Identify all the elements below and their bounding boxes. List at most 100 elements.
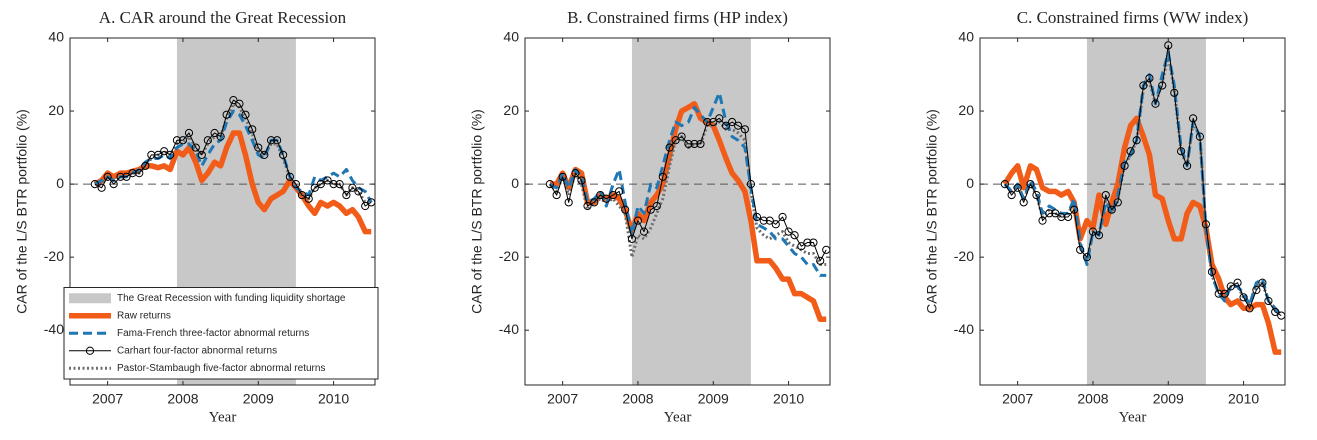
data-point (1271, 307, 1280, 317)
data-point (210, 128, 219, 138)
data-point (1145, 74, 1154, 83)
y-axis-label: CAR of the L/S BTR portfolio (%) (14, 109, 30, 314)
data-point (172, 136, 182, 145)
x-tick-label: 2008 (167, 391, 198, 407)
data-point (809, 238, 818, 247)
legend-label: Fama-French three-factor abnormal return… (117, 328, 309, 339)
data-point (797, 242, 806, 251)
y-tick-label: -20 (499, 248, 519, 264)
data-point (361, 201, 370, 211)
data-point (103, 172, 112, 181)
data-point (154, 150, 163, 159)
data-point (1007, 190, 1016, 200)
data-point (1019, 198, 1028, 207)
data-point (703, 117, 712, 127)
data-point (1013, 183, 1022, 192)
data-point (1220, 289, 1229, 298)
data-point (1170, 88, 1179, 97)
data-point (752, 212, 762, 222)
data-point (97, 183, 106, 192)
x-tick-label: 2009 (243, 391, 274, 407)
data-point (696, 139, 705, 149)
data-point (627, 234, 637, 243)
legend-box (63, 287, 379, 380)
data-point (552, 190, 561, 200)
data-point (545, 180, 554, 189)
series-line (93, 130, 372, 235)
data-point (1258, 278, 1267, 287)
y-tick-label: 20 (958, 102, 974, 118)
data-point (765, 216, 774, 225)
data-point (235, 99, 244, 108)
y-tick-label: -20 (44, 248, 64, 264)
data-point (122, 172, 131, 181)
chart-title: A. CAR around the Great Recession (99, 8, 347, 27)
x-axis-label: Year (209, 409, 237, 425)
x-tick-label: 2010 (773, 391, 804, 407)
data-point (677, 132, 686, 141)
panel: -40 -20 0 20 40 2007 2008 2009 2010 A. CAR around… (14, 8, 379, 425)
y-tick-label: -40 (954, 321, 974, 337)
data-point (135, 169, 144, 178)
data-point (1045, 209, 1054, 218)
y-tick-label: -20 (954, 248, 974, 264)
data-point (1120, 161, 1129, 170)
data-point (615, 187, 624, 196)
data-point (1139, 81, 1148, 90)
data-point (583, 201, 592, 211)
x-tick-label: 2007 (1002, 391, 1033, 407)
y-tick-label: 0 (966, 175, 974, 191)
data-point (1207, 267, 1217, 276)
data-point (1182, 161, 1192, 170)
data-point (816, 256, 825, 265)
data-point (116, 172, 125, 181)
series-line (1002, 115, 1282, 355)
legend-label: Pastor-Stambaugh five-factor abnormal re… (117, 363, 325, 374)
data-point (141, 161, 150, 170)
data-point (771, 220, 780, 229)
data-point (778, 212, 787, 222)
data-point (1195, 132, 1205, 141)
y-tick-label: 40 (503, 29, 519, 45)
legend-label: Raw returns (117, 310, 171, 321)
legend-swatch (69, 293, 111, 304)
data-point (658, 172, 667, 181)
data-point (329, 180, 338, 189)
data-point (690, 139, 699, 149)
data-point (1214, 289, 1223, 298)
y-tick-label: 20 (48, 102, 64, 118)
x-axis-label: Year (1119, 409, 1147, 425)
y-tick-label: 0 (56, 175, 64, 191)
data-point (1151, 99, 1160, 108)
panel: -40 -20 0 20 40 2007 2008 2009 2010 B. Constraine… (469, 8, 831, 425)
data-point (1239, 293, 1248, 302)
data-point (1158, 81, 1167, 90)
x-tick-label: 2009 (1153, 391, 1184, 407)
chart-title: C. Constrained firms (WW index) (1017, 8, 1249, 27)
data-point (241, 110, 250, 119)
data-point (160, 147, 169, 156)
data-point (1051, 209, 1060, 218)
data-point (203, 136, 212, 145)
data-point (1088, 227, 1098, 236)
series-line (94, 99, 372, 207)
data-point (323, 176, 332, 185)
y-tick-label: 20 (503, 102, 519, 118)
data-point (166, 150, 175, 159)
legend-marker (85, 346, 95, 355)
y-tick-label: 0 (511, 175, 519, 191)
data-point (709, 117, 718, 127)
data-point (291, 180, 301, 189)
data-point (254, 143, 263, 152)
y-tick-label: -40 (44, 321, 64, 337)
x-tick-label: 2009 (698, 391, 729, 407)
data-point (1094, 231, 1104, 240)
data-point (285, 172, 295, 181)
data-point (596, 190, 605, 200)
data-point (304, 194, 313, 203)
axes-box (69, 37, 376, 386)
data-point (571, 169, 580, 178)
data-point (1038, 216, 1047, 225)
x-tick-label: 2007 (92, 391, 123, 407)
